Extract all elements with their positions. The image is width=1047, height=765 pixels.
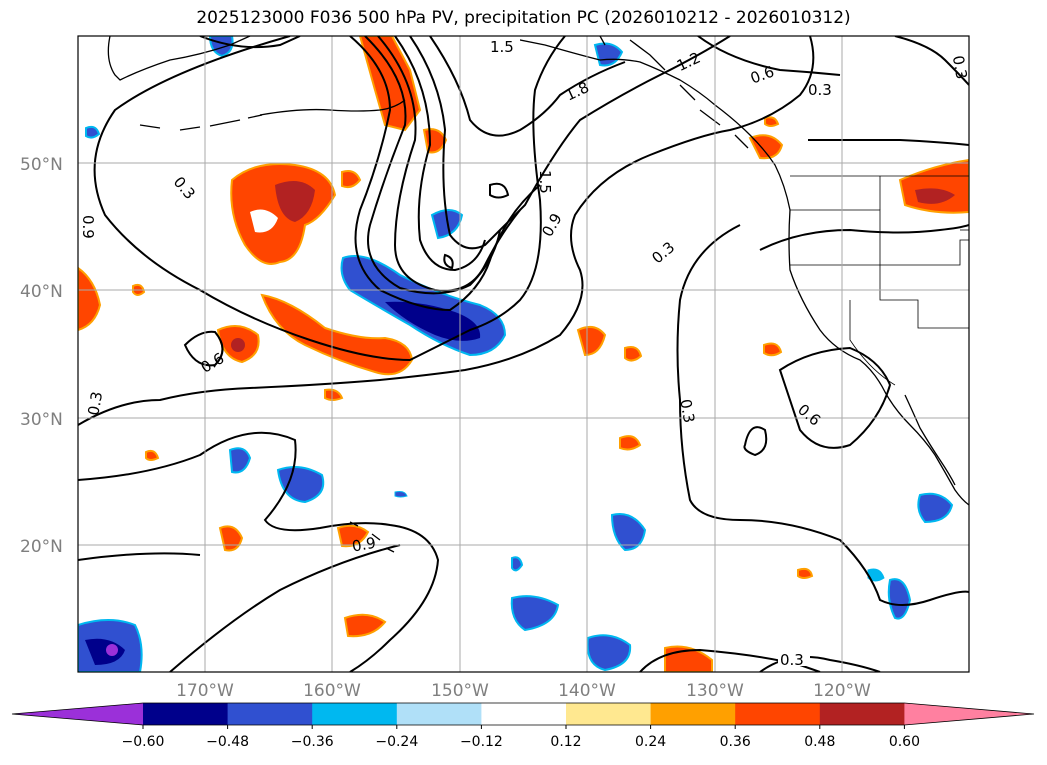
lon-label-120w: 120°W — [813, 681, 871, 701]
contour-label: 0.3 — [84, 390, 106, 417]
contour-label: 0.3 — [780, 651, 804, 669]
colorbar-segment — [312, 703, 398, 725]
lat-label-30n: 30°N — [20, 410, 63, 430]
colorbar-segment — [481, 703, 567, 725]
colorbar-segment — [396, 703, 482, 725]
colorbar-segment — [566, 703, 652, 725]
colorbar-tick-label: −0.60 — [122, 734, 165, 750]
colorbar-segment — [143, 703, 229, 725]
contour-label: 1.5 — [536, 170, 554, 194]
colorbar-segment — [819, 703, 905, 725]
colorbar-tick-label: 0.24 — [635, 734, 666, 750]
colorbar-tick-label: −0.48 — [206, 734, 249, 750]
colorbar-extend-left — [12, 703, 143, 725]
lat-label-50n: 50°N — [20, 155, 63, 175]
lon-label-170w: 170°W — [176, 681, 234, 701]
coastlines — [107, 36, 969, 553]
contour-label: 0.3 — [808, 81, 832, 99]
lon-label-160w: 160°W — [303, 681, 361, 701]
colorbar-tick-label: −0.36 — [291, 734, 334, 750]
colorbar-segment — [650, 703, 736, 725]
colorbar-tick-label: 0.12 — [550, 734, 581, 750]
colorbar: −0.60 −0.48 −0.36 −0.24 −0.12 0.12 0.24 0.36 0.4… — [11, 702, 1035, 750]
map-frame — [77, 35, 970, 673]
colorbar-tick-label: 0.36 — [720, 734, 751, 750]
colorbar-segment — [735, 703, 821, 725]
colorbar-extend-right — [904, 703, 1034, 725]
lon-label-150w: 150°W — [431, 681, 489, 701]
chart-title: 2025123000 F036 500 hPa PV, precipitatio… — [196, 8, 851, 28]
lat-label-40n: 40°N — [20, 282, 63, 302]
precip-negative-areas — [78, 36, 954, 672]
colorbar-segment — [227, 703, 313, 725]
colorbar-tick-label: −0.12 — [460, 734, 503, 750]
contour-label: 0.9 — [79, 215, 97, 239]
contour-label: 1.5 — [490, 38, 514, 56]
colorbar-tick-label: 0.48 — [804, 734, 835, 750]
colorbar-tick-label: 0.60 — [889, 734, 920, 750]
contour-label: 0.9 — [351, 534, 378, 556]
political-borders — [790, 175, 969, 386]
contour-label: 0.3 — [676, 398, 698, 425]
contour-label: 0.3 — [949, 54, 971, 81]
lon-label-140w: 140°W — [558, 681, 616, 701]
lon-label-130w: 130°W — [686, 681, 744, 701]
grid-lines — [78, 36, 969, 672]
lat-label-20n: 20°N — [20, 537, 63, 557]
colorbar-tick-label: −0.24 — [375, 734, 418, 750]
